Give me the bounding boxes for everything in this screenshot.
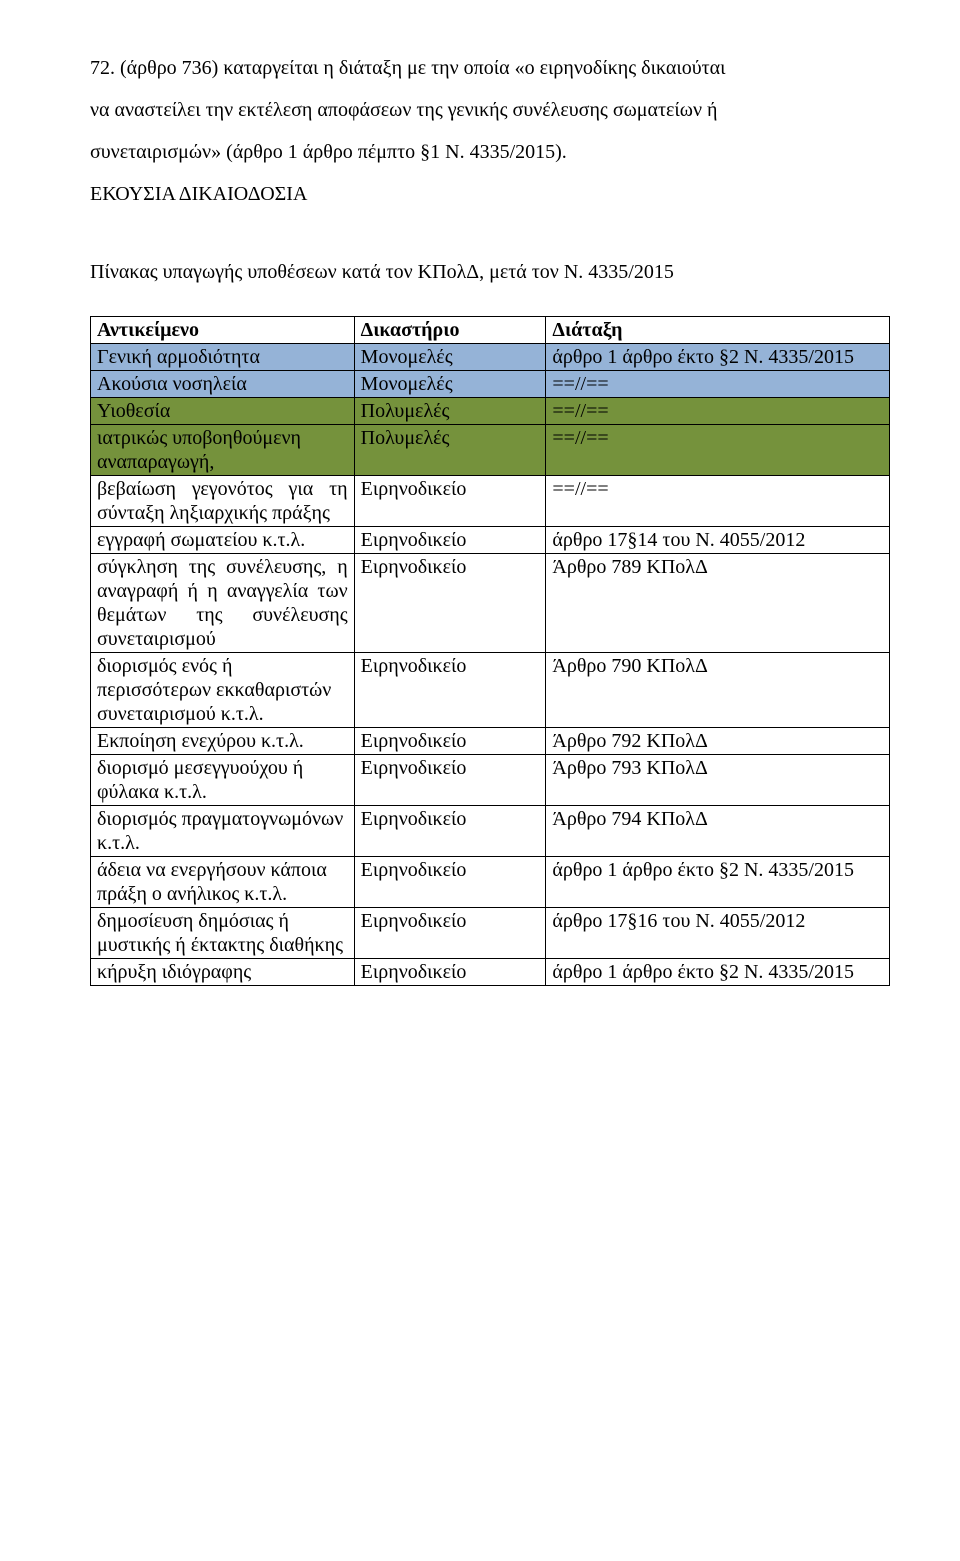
cell-subject: άδεια να ενεργήσουν κάποια πράξη ο ανήλι… — [91, 857, 355, 908]
cell-provision: άρθρο 17§16 του Ν. 4055/2012 — [546, 908, 890, 959]
cell-court: Ειρηνοδικείο — [354, 653, 546, 728]
cell-provision: ==//== — [546, 371, 890, 398]
cell-provision: άρθρο 1 άρθρο έκτο §2 Ν. 4335/2015 — [546, 857, 890, 908]
section-heading: ΕΚΟΥΣΙΑ ΔΙΚΑΙΟΔΟΣΙΑ — [90, 174, 890, 214]
table-row: ιατρικώς υποβοηθούμενη αναπαραγωγή,Πολυμ… — [91, 425, 890, 476]
column-header-court: Δικαστήριο — [354, 317, 546, 344]
table-row: διορισμός ενός ή περισσότερων εκκαθαριστ… — [91, 653, 890, 728]
table-subtitle: Πίνακας υπαγωγής υποθέσεων κατά τον ΚΠολ… — [90, 252, 890, 292]
table-row: άδεια να ενεργήσουν κάποια πράξη ο ανήλι… — [91, 857, 890, 908]
table-row: ΥιοθεσίαΠολυμελές==//== — [91, 398, 890, 425]
cell-provision: ==//== — [546, 476, 890, 527]
column-header-subject: Αντικείμενο — [91, 317, 355, 344]
table-row: Εκποίηση ενεχύρου κ.τ.λ.ΕιρηνοδικείοΆρθρ… — [91, 728, 890, 755]
table-row: διορισμό μεσεγγυούχου ή φύλακα κ.τ.λ.Ειρ… — [91, 755, 890, 806]
cell-subject: Ακούσια νοσηλεία — [91, 371, 355, 398]
cell-subject: εγγραφή σωματείου κ.τ.λ. — [91, 527, 355, 554]
cell-provision: ==//== — [546, 398, 890, 425]
cell-provision: Άρθρο 792 ΚΠολΔ — [546, 728, 890, 755]
cell-court: Ειρηνοδικείο — [354, 908, 546, 959]
cell-subject: ιατρικώς υποβοηθούμενη αναπαραγωγή, — [91, 425, 355, 476]
cell-court: Ειρηνοδικείο — [354, 476, 546, 527]
cell-subject: Εκποίηση ενεχύρου κ.τ.λ. — [91, 728, 355, 755]
table-row: κήρυξη ιδιόγραφηςΕιρηνοδικείοάρθρο 1 άρθ… — [91, 959, 890, 986]
intro-line: συνεταιρισμών» (άρθρο 1 άρθρο πέμπτο §1 … — [90, 132, 890, 172]
cell-court: Ειρηνοδικείο — [354, 755, 546, 806]
cell-provision: άρθρο 1 άρθρο έκτο §2 Ν. 4335/2015 — [546, 959, 890, 986]
cell-subject: κήρυξη ιδιόγραφης — [91, 959, 355, 986]
cell-subject: Γενική αρμοδιότητα — [91, 344, 355, 371]
document-page: 72. (άρθρο 736) καταργείται η διάταξη με… — [0, 0, 960, 1026]
cell-court: Πολυμελές — [354, 398, 546, 425]
cell-court: Πολυμελές — [354, 425, 546, 476]
intro-paragraph-block: 72. (άρθρο 736) καταργείται η διάταξη με… — [90, 48, 890, 172]
table-row: βεβαίωση γεγονότος για τη σύνταξη ληξιαρ… — [91, 476, 890, 527]
cell-court: Ειρηνοδικείο — [354, 806, 546, 857]
cell-provision: Άρθρο 794 ΚΠολΔ — [546, 806, 890, 857]
cases-table: Αντικείμενο Δικαστήριο Διάταξη Γενική αρ… — [90, 316, 890, 986]
column-header-provision: Διάταξη — [546, 317, 890, 344]
table-row: δημοσίευση δημόσιας ή μυστικής ή έκτακτη… — [91, 908, 890, 959]
cell-provision: Άρθρο 793 ΚΠολΔ — [546, 755, 890, 806]
table-row: σύγκληση της συνέλευσης, η αναγραφή ή η … — [91, 554, 890, 653]
intro-line: να αναστείλει την εκτέλεση αποφάσεων της… — [90, 90, 890, 130]
table-row: διορισμός πραγματογνωμόνων κ.τ.λ.Ειρηνοδ… — [91, 806, 890, 857]
cell-subject: διορισμός πραγματογνωμόνων κ.τ.λ. — [91, 806, 355, 857]
table-row: Ακούσια νοσηλείαΜονομελές==//== — [91, 371, 890, 398]
cell-court: Ειρηνοδικείο — [354, 857, 546, 908]
cell-subject: διορισμός ενός ή περισσότερων εκκαθαριστ… — [91, 653, 355, 728]
table-row: Γενική αρμοδιότηταΜονομελέςάρθρο 1 άρθρο… — [91, 344, 890, 371]
cell-subject: βεβαίωση γεγονότος για τη σύνταξη ληξιαρ… — [91, 476, 355, 527]
cell-provision: Άρθρο 789 ΚΠολΔ — [546, 554, 890, 653]
cell-subject: δημοσίευση δημόσιας ή μυστικής ή έκτακτη… — [91, 908, 355, 959]
cell-provision: Άρθρο 790 ΚΠολΔ — [546, 653, 890, 728]
cell-provision: ==//== — [546, 425, 890, 476]
cell-subject: διορισμό μεσεγγυούχου ή φύλακα κ.τ.λ. — [91, 755, 355, 806]
cell-provision: άρθρο 1 άρθρο έκτο §2 Ν. 4335/2015 — [546, 344, 890, 371]
table-row: εγγραφή σωματείου κ.τ.λ.Ειρηνοδικείοάρθρ… — [91, 527, 890, 554]
cell-court: Μονομελές — [354, 344, 546, 371]
cell-court: Ειρηνοδικείο — [354, 728, 546, 755]
table-body: Γενική αρμοδιότηταΜονομελέςάρθρο 1 άρθρο… — [91, 344, 890, 986]
cell-court: Ειρηνοδικείο — [354, 554, 546, 653]
cell-provision: άρθρο 17§14 του Ν. 4055/2012 — [546, 527, 890, 554]
cell-subject: σύγκληση της συνέλευσης, η αναγραφή ή η … — [91, 554, 355, 653]
cell-court: Μονομελές — [354, 371, 546, 398]
intro-line: 72. (άρθρο 736) καταργείται η διάταξη με… — [90, 48, 890, 88]
cell-subject: Υιοθεσία — [91, 398, 355, 425]
cell-court: Ειρηνοδικείο — [354, 959, 546, 986]
cell-court: Ειρηνοδικείο — [354, 527, 546, 554]
table-header-row: Αντικείμενο Δικαστήριο Διάταξη — [91, 317, 890, 344]
